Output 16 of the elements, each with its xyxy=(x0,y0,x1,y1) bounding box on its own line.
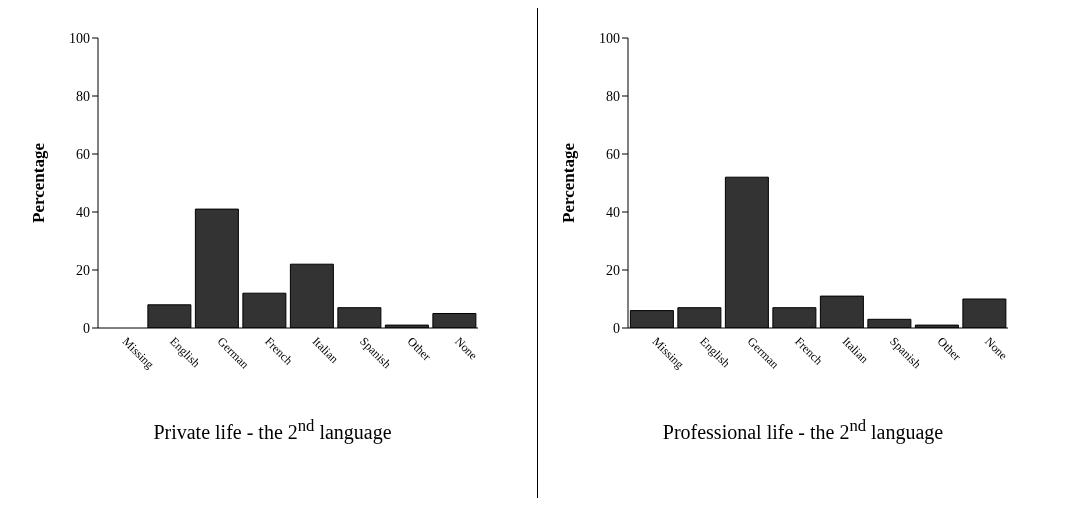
y-tick-label: 80 xyxy=(606,88,620,104)
y-tick-label: 100 xyxy=(599,30,620,46)
y-tick-label: 40 xyxy=(606,204,620,220)
y-tick-label: 20 xyxy=(606,262,620,278)
text: Private life - the 2$^{nd}$ language xyxy=(152,416,393,444)
y-tick-label: 60 xyxy=(606,146,620,162)
y-tick-label: 40 xyxy=(76,204,90,220)
text: Professional life - the 2$^{nd}$ language xyxy=(661,416,945,444)
y-tick-label: 0 xyxy=(613,320,620,336)
y-tick-label: 0 xyxy=(83,320,90,336)
y-tick-label: 20 xyxy=(76,262,90,278)
y-tick-label: 60 xyxy=(76,146,90,162)
y-tick-label: 80 xyxy=(76,88,90,104)
y-axis-title: Percentage xyxy=(29,142,49,223)
y-tick-label: 100 xyxy=(69,30,90,46)
y-axis-title: Percentage xyxy=(559,142,579,223)
